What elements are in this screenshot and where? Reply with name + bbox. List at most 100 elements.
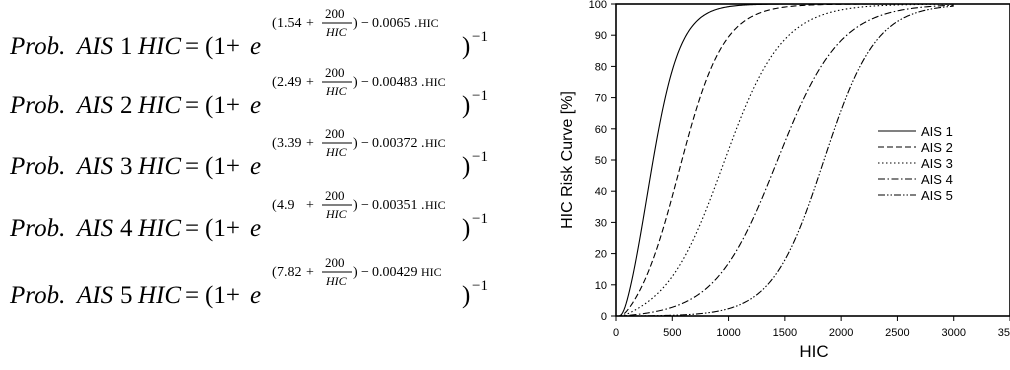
eq-open-paren: (1+ bbox=[205, 215, 240, 242]
eq-open-paren: (1+ bbox=[205, 153, 240, 180]
eq-level: 3 bbox=[120, 153, 133, 180]
eq-close-paren: ) bbox=[462, 92, 470, 119]
eq-ais: AIS bbox=[75, 33, 114, 60]
eq-plus: + bbox=[306, 198, 314, 213]
legend-label-ais-3: AIS 3 bbox=[921, 156, 953, 171]
eq-b-value: 0.00429 bbox=[372, 265, 418, 280]
eq-level: 1 bbox=[120, 33, 133, 60]
eq-close-paren: ) bbox=[462, 215, 470, 242]
eq-plus: + bbox=[306, 16, 314, 31]
eq-hic-small: HIC bbox=[418, 16, 439, 30]
legend-label-ais-1: AIS 1 bbox=[921, 124, 953, 139]
eq-open-paren: (1+ bbox=[205, 92, 240, 119]
eq-frac-den: HIC bbox=[325, 25, 348, 39]
eq-prob: Prob. bbox=[9, 92, 65, 119]
x-tick-label: 2000 bbox=[829, 327, 853, 339]
eq-minus: − bbox=[361, 265, 369, 280]
series-line-ais-1 bbox=[616, 3, 954, 317]
eq-level: 4 bbox=[120, 215, 133, 242]
eq-dot: . bbox=[421, 75, 425, 90]
eq-exp-open: ( bbox=[272, 198, 277, 213]
eq-b-value: 0.0065 bbox=[372, 16, 411, 31]
eq-frac-den: HIC bbox=[325, 274, 348, 288]
legend-label-ais-4: AIS 4 bbox=[921, 172, 953, 187]
eq-hic-small: HIC bbox=[421, 265, 442, 279]
eq-ais: AIS bbox=[75, 282, 114, 309]
eq-exp-close: ) bbox=[353, 16, 358, 31]
legend-label-ais-5: AIS 5 bbox=[921, 188, 953, 203]
y-tick-label: 80 bbox=[595, 61, 607, 73]
eq-prob: Prob. bbox=[9, 215, 65, 242]
eq-ais: AIS bbox=[75, 215, 114, 242]
equations-panel: Prob. AIS 1 HIC = (1+ e(1.54 +200 HIC) −0.0065. HI… bbox=[9, 6, 488, 309]
eq-minus: − bbox=[361, 136, 369, 151]
eq-minus: − bbox=[361, 75, 369, 90]
eq-frac-num: 200 bbox=[325, 65, 345, 80]
eq-frac-den: HIC bbox=[325, 84, 348, 98]
eq-close-paren: ) bbox=[462, 282, 470, 309]
x-tick-label: 1500 bbox=[773, 327, 797, 339]
eq-prob: Prob. bbox=[9, 33, 65, 60]
y-axis-label: HIC Risk Curve [%] bbox=[559, 91, 576, 229]
eq-open-paren: (1+ bbox=[205, 33, 240, 60]
eq-hic-small: HIC bbox=[425, 75, 446, 89]
y-tick-label: 50 bbox=[595, 155, 607, 167]
eq-equals: = bbox=[185, 33, 199, 60]
eq-dot: . bbox=[421, 136, 425, 151]
x-tick-label: 500 bbox=[663, 327, 681, 339]
legend-label-ais-2: AIS 2 bbox=[921, 140, 953, 155]
y-tick-label: 100 bbox=[589, 0, 607, 11]
eq-hic: HIC bbox=[137, 215, 181, 242]
eq-open-paren: (1+ bbox=[205, 282, 240, 309]
x-axis-label: HIC bbox=[799, 342, 828, 361]
x-tick-label: 3500 bbox=[998, 327, 1010, 339]
eq-close-paren: ) bbox=[462, 33, 470, 60]
eq-a-value: 1.54 bbox=[277, 16, 302, 31]
eq-hic-small: HIC bbox=[425, 198, 446, 212]
eq-plus: + bbox=[306, 75, 314, 90]
x-tick-label: 3000 bbox=[941, 327, 965, 339]
eq-a-value: 3.39 bbox=[277, 136, 302, 151]
series-line-ais-3 bbox=[616, 3, 954, 317]
eq-e: e bbox=[250, 153, 261, 180]
eq-prob: Prob. bbox=[9, 282, 65, 309]
eq-frac-den: HIC bbox=[325, 145, 348, 159]
eq-e: e bbox=[250, 92, 261, 119]
eq-b-value: 0.00351 bbox=[372, 198, 418, 213]
eq-exp-open: ( bbox=[272, 265, 277, 280]
eq-frac-den: HIC bbox=[325, 207, 348, 221]
series-line-ais-5 bbox=[616, 5, 954, 317]
eq-hic: HIC bbox=[137, 92, 181, 119]
eq-frac-num: 200 bbox=[325, 126, 345, 141]
eq-inverse: −1 bbox=[472, 278, 488, 294]
eq-hic: HIC bbox=[137, 153, 181, 180]
eq-hic-small: HIC bbox=[425, 136, 446, 150]
eq-exp-open: ( bbox=[272, 136, 277, 151]
eq-equals: = bbox=[185, 215, 199, 242]
eq-exp-close: ) bbox=[353, 198, 358, 213]
eq-e: e bbox=[250, 215, 261, 242]
eq-plus: + bbox=[306, 265, 314, 280]
eq-prob: Prob. bbox=[9, 153, 65, 180]
chart-svg: 0 500 1000 1500 2000 2500 3000 3500 0 10 20 30 40 50 6… bbox=[559, 0, 1010, 361]
eq-level: 2 bbox=[120, 92, 133, 119]
eq-a-value: 4.9 bbox=[277, 198, 295, 213]
eq-close-paren: ) bbox=[462, 153, 470, 180]
eq-inverse: −1 bbox=[472, 149, 488, 165]
eq-a-value: 7.82 bbox=[277, 265, 302, 280]
eq-equals: = bbox=[185, 282, 199, 309]
x-tick-label: 0 bbox=[613, 327, 619, 339]
eq-dot: . bbox=[414, 16, 418, 31]
eq-dot: . bbox=[421, 198, 425, 213]
y-tick-label: 70 bbox=[595, 93, 607, 105]
y-tick-label: 60 bbox=[595, 124, 607, 136]
eq-frac-num: 200 bbox=[325, 6, 345, 21]
eq-plus: + bbox=[306, 136, 314, 151]
eq-ais: AIS bbox=[75, 92, 114, 119]
